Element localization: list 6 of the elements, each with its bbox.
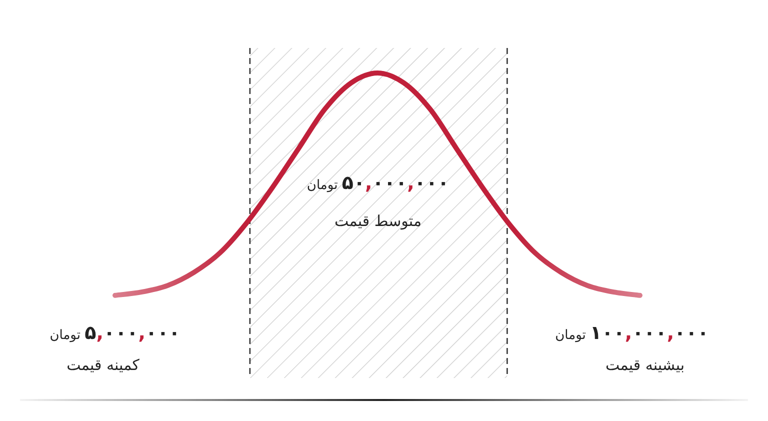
annotation: کمینه قیمت xyxy=(66,356,140,374)
annotation: متوسط قیمت xyxy=(334,212,422,230)
text: ۵,۰۰۰,۰۰۰ تومان xyxy=(50,322,180,344)
text: ۵۰,۰۰۰,۰۰۰ تومان xyxy=(306,172,450,194)
text: ۱۰۰,۰۰۰,۰۰۰ تومان xyxy=(555,322,709,344)
annotation: بیشینه قیمت xyxy=(605,356,685,374)
